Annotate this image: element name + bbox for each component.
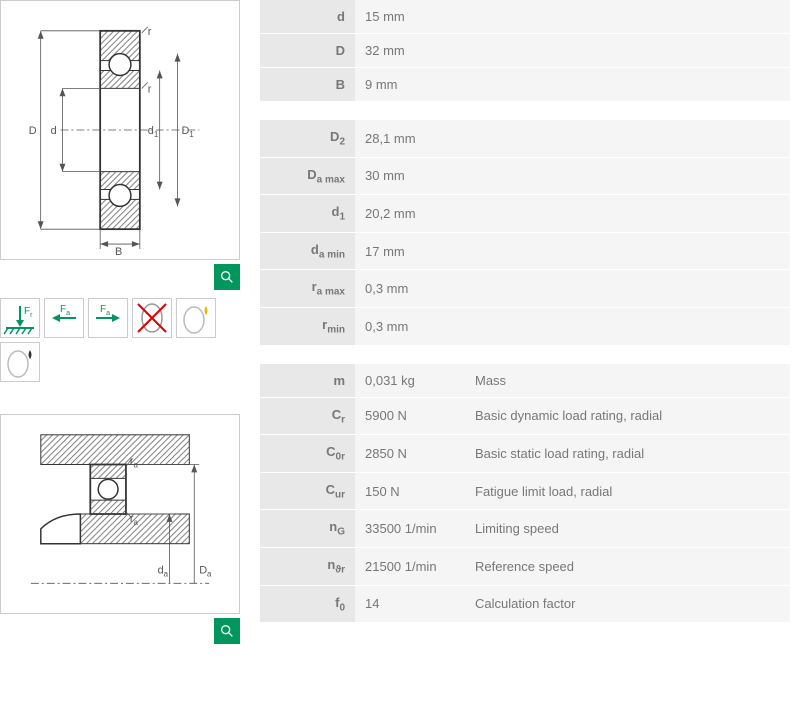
param-value: 30 mm	[355, 157, 790, 195]
table-row: B9 mm	[260, 68, 790, 102]
param-value: 9 mm	[355, 68, 790, 102]
param-symbol: Cr	[260, 397, 355, 435]
table-row: Cur150 NFatigue limit load, radial	[260, 472, 790, 510]
mounting-dimensions-table: D228,1 mmDa max30 mmd120,2 mmda min17 mm…	[260, 120, 790, 346]
zoom-diagram-2-button[interactable]	[214, 618, 240, 644]
table-row: nG33500 1/minLimiting speed	[260, 510, 790, 548]
param-symbol: Da max	[260, 157, 355, 195]
svg-text:r: r	[148, 83, 152, 95]
param-description: Reference speed	[465, 547, 790, 585]
table-row: Cr5900 NBasic dynamic load rating, radia…	[260, 397, 790, 435]
svg-text:d1: d1	[148, 125, 159, 139]
svg-text:D: D	[29, 125, 37, 137]
param-description: Fatigue limit load, radial	[465, 472, 790, 510]
table-row: rmin0,3 mm	[260, 307, 790, 345]
param-value: 0,031 kg	[355, 364, 465, 398]
table-row: f014Calculation factor	[260, 585, 790, 623]
param-symbol: d	[260, 0, 355, 34]
svg-text:Fr: Fr	[24, 306, 33, 319]
param-value: 17 mm	[355, 232, 790, 270]
radial-load-icon: Fr	[0, 298, 40, 338]
param-value: 2850 N	[355, 435, 465, 473]
axial-load-right-icon: Fa	[88, 298, 128, 338]
table-row: nϑr21500 1/minReference speed	[260, 547, 790, 585]
param-value: 0,3 mm	[355, 307, 790, 345]
table-row: ra max0,3 mm	[260, 270, 790, 308]
param-symbol: rmin	[260, 307, 355, 345]
svg-text:da: da	[158, 564, 169, 578]
param-description: Calculation factor	[465, 585, 790, 623]
param-symbol: Cur	[260, 472, 355, 510]
param-value: 0,3 mm	[355, 270, 790, 308]
svg-text:d: d	[51, 125, 57, 137]
table-row: d120,2 mm	[260, 195, 790, 233]
main-dimensions-table: d15 mmD32 mmB9 mm	[260, 0, 790, 102]
svg-text:B: B	[115, 246, 122, 258]
table-row: d15 mm	[260, 0, 790, 34]
param-symbol: D	[260, 34, 355, 68]
param-value: 33500 1/min	[355, 510, 465, 548]
not-sealed-icon	[132, 298, 172, 338]
svg-text:r: r	[148, 26, 152, 38]
param-symbol: B	[260, 68, 355, 102]
param-symbol: nϑr	[260, 547, 355, 585]
param-value: 20,2 mm	[355, 195, 790, 233]
param-symbol: C0r	[260, 435, 355, 473]
svg-text:Fa: Fa	[60, 304, 70, 317]
param-symbol: da min	[260, 232, 355, 270]
param-symbol: D2	[260, 120, 355, 157]
performance-table: m0,031 kgMassCr5900 NBasic dynamic load …	[260, 364, 790, 624]
table-row: da min17 mm	[260, 232, 790, 270]
param-description: Limiting speed	[465, 510, 790, 548]
param-value: 5900 N	[355, 397, 465, 435]
mounting-diagram: ra ra da Da	[0, 414, 240, 614]
param-description: Basic static load rating, radial	[465, 435, 790, 473]
bearing-cross-section-diagram: D d d1 D1 r r B	[0, 0, 240, 260]
param-symbol: ra max	[260, 270, 355, 308]
axial-load-left-icon: Fa	[44, 298, 84, 338]
param-symbol: f0	[260, 585, 355, 623]
param-value: 32 mm	[355, 34, 790, 68]
param-value: 14	[355, 585, 465, 623]
property-icons-row: Fr Fa Fa	[0, 298, 240, 382]
zoom-diagram-1-button[interactable]	[214, 264, 240, 290]
svg-text:D1: D1	[181, 125, 194, 139]
table-row: Da max30 mm	[260, 157, 790, 195]
table-row: C0r2850 NBasic static load rating, radia…	[260, 435, 790, 473]
param-description: Mass	[465, 364, 790, 398]
grease-icon	[176, 298, 216, 338]
svg-text:Da: Da	[199, 564, 212, 578]
param-description: Basic dynamic load rating, radial	[465, 397, 790, 435]
param-symbol: nG	[260, 510, 355, 548]
table-row: D32 mm	[260, 34, 790, 68]
oil-icon	[0, 342, 40, 382]
table-row: D228,1 mm	[260, 120, 790, 157]
table-row: m0,031 kgMass	[260, 364, 790, 398]
param-symbol: d1	[260, 195, 355, 233]
param-value: 15 mm	[355, 0, 790, 34]
param-symbol: m	[260, 364, 355, 398]
svg-text:Fa: Fa	[100, 304, 110, 317]
param-value: 21500 1/min	[355, 547, 465, 585]
param-value: 28,1 mm	[355, 120, 790, 157]
param-value: 150 N	[355, 472, 465, 510]
